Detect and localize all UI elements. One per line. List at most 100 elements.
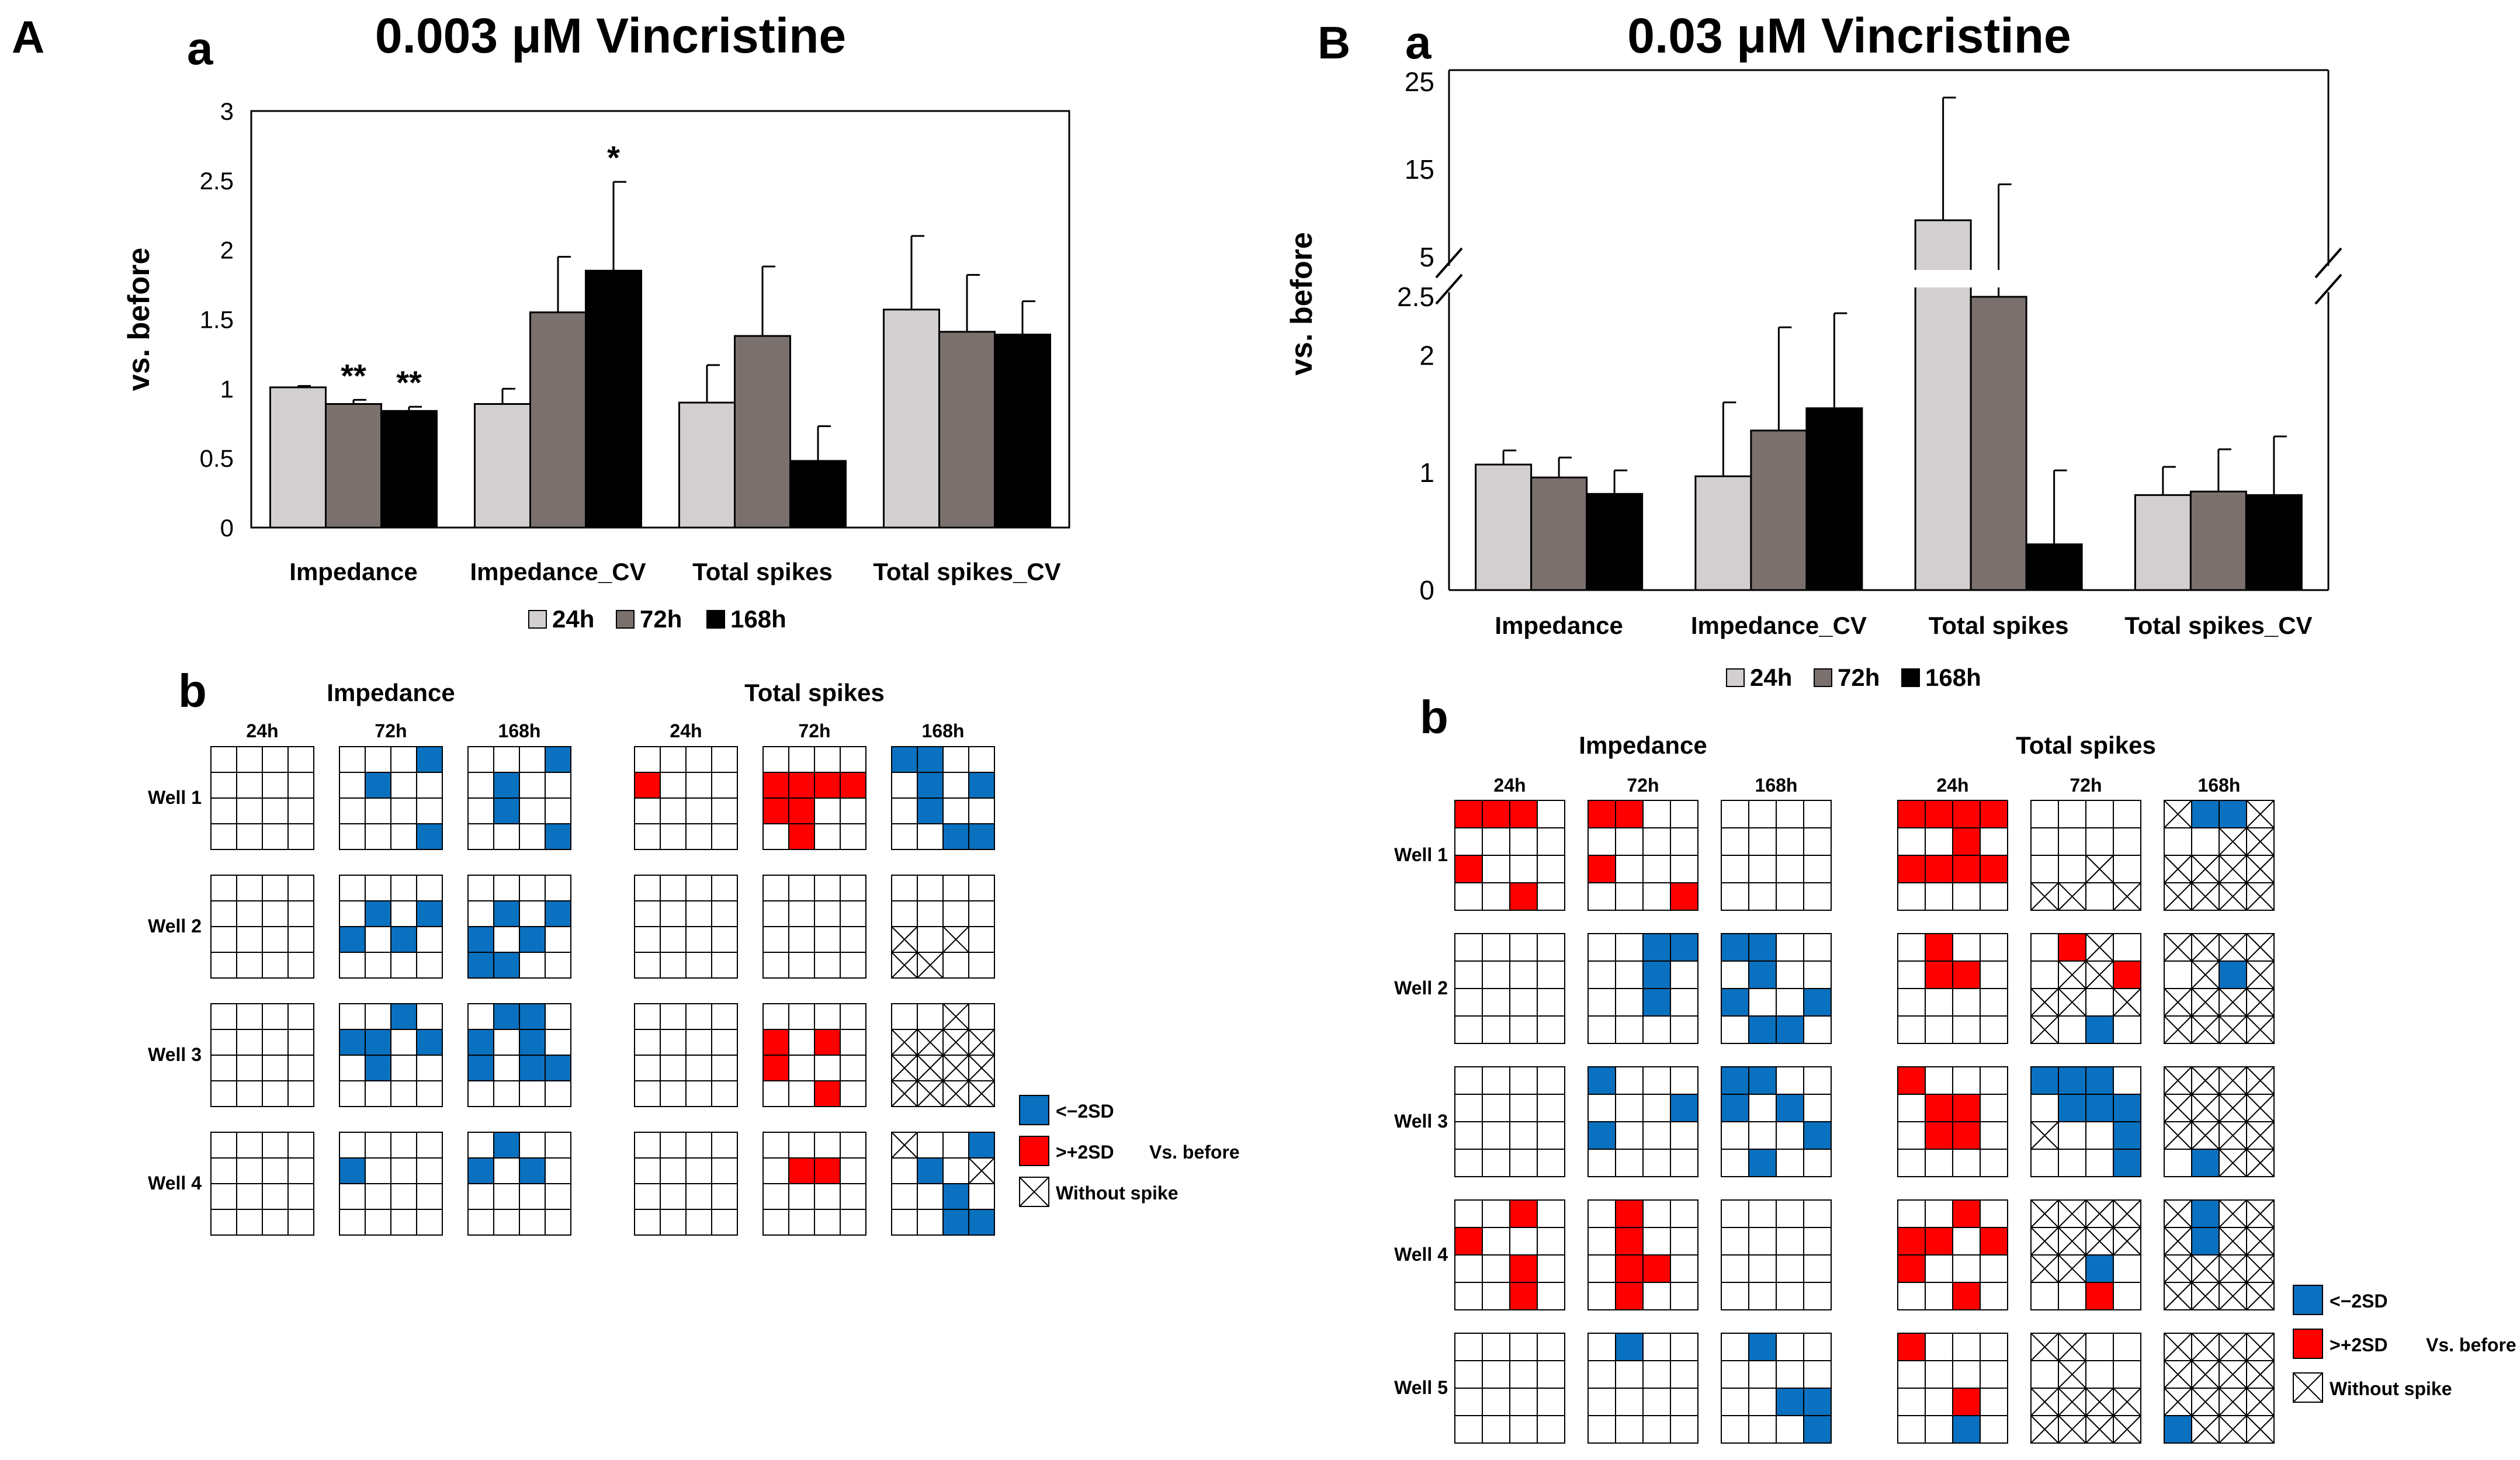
- cell: [2030, 855, 2059, 883]
- cell: [1615, 1149, 1644, 1177]
- cell: [519, 952, 546, 979]
- cell: [1454, 1066, 1483, 1095]
- legend-swatch-high: [2293, 1329, 2323, 1359]
- group-header: Total spikes: [2016, 731, 2156, 759]
- cell: [519, 746, 546, 773]
- cell: [210, 1183, 237, 1210]
- cell-low: [467, 1029, 494, 1056]
- cell: [2058, 1149, 2086, 1177]
- cell-low: [339, 1157, 366, 1184]
- cell: [1803, 827, 1832, 856]
- cell: [788, 1132, 815, 1159]
- cell-low: [545, 1055, 571, 1081]
- cell: [416, 1003, 443, 1030]
- cell: [840, 1029, 866, 1056]
- bar: [529, 311, 587, 529]
- cell: [660, 1003, 687, 1030]
- cell-cross: [2164, 1227, 2192, 1256]
- cell-low: [2085, 1094, 2114, 1122]
- bar: [789, 460, 847, 529]
- cell: [1670, 855, 1699, 883]
- cell-high: [1615, 1199, 1644, 1228]
- cell: [1454, 827, 1483, 856]
- cell: [762, 746, 789, 773]
- cell: [1952, 933, 1981, 962]
- cell: [2085, 1121, 2114, 1150]
- bar-chart-a: 0 0.5 1 1.5 2 2.5 3 vs. before Impedance Impedanc…: [122, 98, 1070, 633]
- cell: [1537, 1149, 1565, 1177]
- cell-low: [917, 797, 944, 824]
- cell: [416, 1055, 443, 1081]
- cell-cross: [2246, 1149, 2275, 1177]
- cell-cross: [2246, 1360, 2275, 1389]
- cell-cross: [2191, 855, 2220, 883]
- cell-cross: [2219, 1121, 2247, 1150]
- cell: [390, 875, 417, 901]
- cell: [660, 875, 687, 901]
- cell: [1803, 933, 1832, 962]
- cell-cross: [2164, 1360, 2192, 1389]
- cell-cross: [2085, 1415, 2114, 1444]
- well-label: Well 4: [148, 1173, 202, 1194]
- cell: [493, 1055, 520, 1081]
- cell: [788, 1003, 815, 1030]
- cell: [1537, 800, 1565, 828]
- cell: [685, 772, 712, 799]
- cell: [788, 1080, 815, 1107]
- cell-high: [1925, 1094, 1953, 1122]
- cell: [1537, 1360, 1565, 1389]
- cell: [339, 797, 366, 824]
- cell: [1615, 960, 1644, 989]
- cell: [1776, 1333, 1804, 1361]
- cell-low: [968, 772, 995, 799]
- cell: [262, 1209, 289, 1236]
- cell-low: [467, 1055, 494, 1081]
- subpanel-b-a: a: [1405, 16, 1431, 68]
- cell-high: [762, 797, 789, 824]
- cell: [814, 1003, 841, 1030]
- cell-cross: [2164, 1333, 2192, 1361]
- cell: [814, 746, 841, 773]
- cell-cross: [2058, 988, 2086, 1017]
- cell: [1748, 800, 1777, 828]
- cell-low: [1748, 960, 1777, 989]
- bar: [1586, 493, 1644, 591]
- cell: [467, 772, 494, 799]
- cell: [660, 1080, 687, 1107]
- cell: [1454, 882, 1483, 911]
- cell: [236, 1029, 263, 1056]
- cell: [942, 1157, 969, 1184]
- cell: [1670, 1227, 1699, 1256]
- cell-cross: [917, 1029, 944, 1056]
- cell: [685, 952, 712, 979]
- cell-low: [2113, 1121, 2141, 1150]
- cell: [236, 1209, 263, 1236]
- cell: [942, 797, 969, 824]
- cell: [1537, 1199, 1565, 1228]
- cell-cross: [2219, 1015, 2247, 1044]
- cell: [1803, 1149, 1832, 1177]
- cell-high: [762, 1055, 789, 1081]
- legend-label: 72h: [640, 605, 682, 633]
- cell-high: [1952, 960, 1981, 989]
- chart-title-b: 0.03 μM Vincristine: [1627, 8, 2071, 63]
- cell: [917, 926, 944, 953]
- cell: [1482, 1121, 1510, 1150]
- cell: [493, 1029, 520, 1056]
- cell: [2058, 1015, 2086, 1044]
- cell-low: [1748, 1333, 1777, 1361]
- time-header: 72h: [1627, 775, 1659, 796]
- time-header: 24h: [670, 720, 702, 741]
- cell: [968, 1003, 995, 1030]
- cell: [942, 875, 969, 901]
- cell-low: [2113, 1149, 2141, 1177]
- cell: [236, 952, 263, 979]
- cell: [634, 900, 661, 927]
- cell: [814, 1183, 841, 1210]
- cell-high: [2085, 1282, 2114, 1310]
- cell: [1748, 1360, 1777, 1389]
- cell: [634, 1003, 661, 1030]
- cell: [1670, 1066, 1699, 1095]
- cell: [416, 875, 443, 901]
- x-tick-label: Total spikes_CV: [873, 558, 1060, 585]
